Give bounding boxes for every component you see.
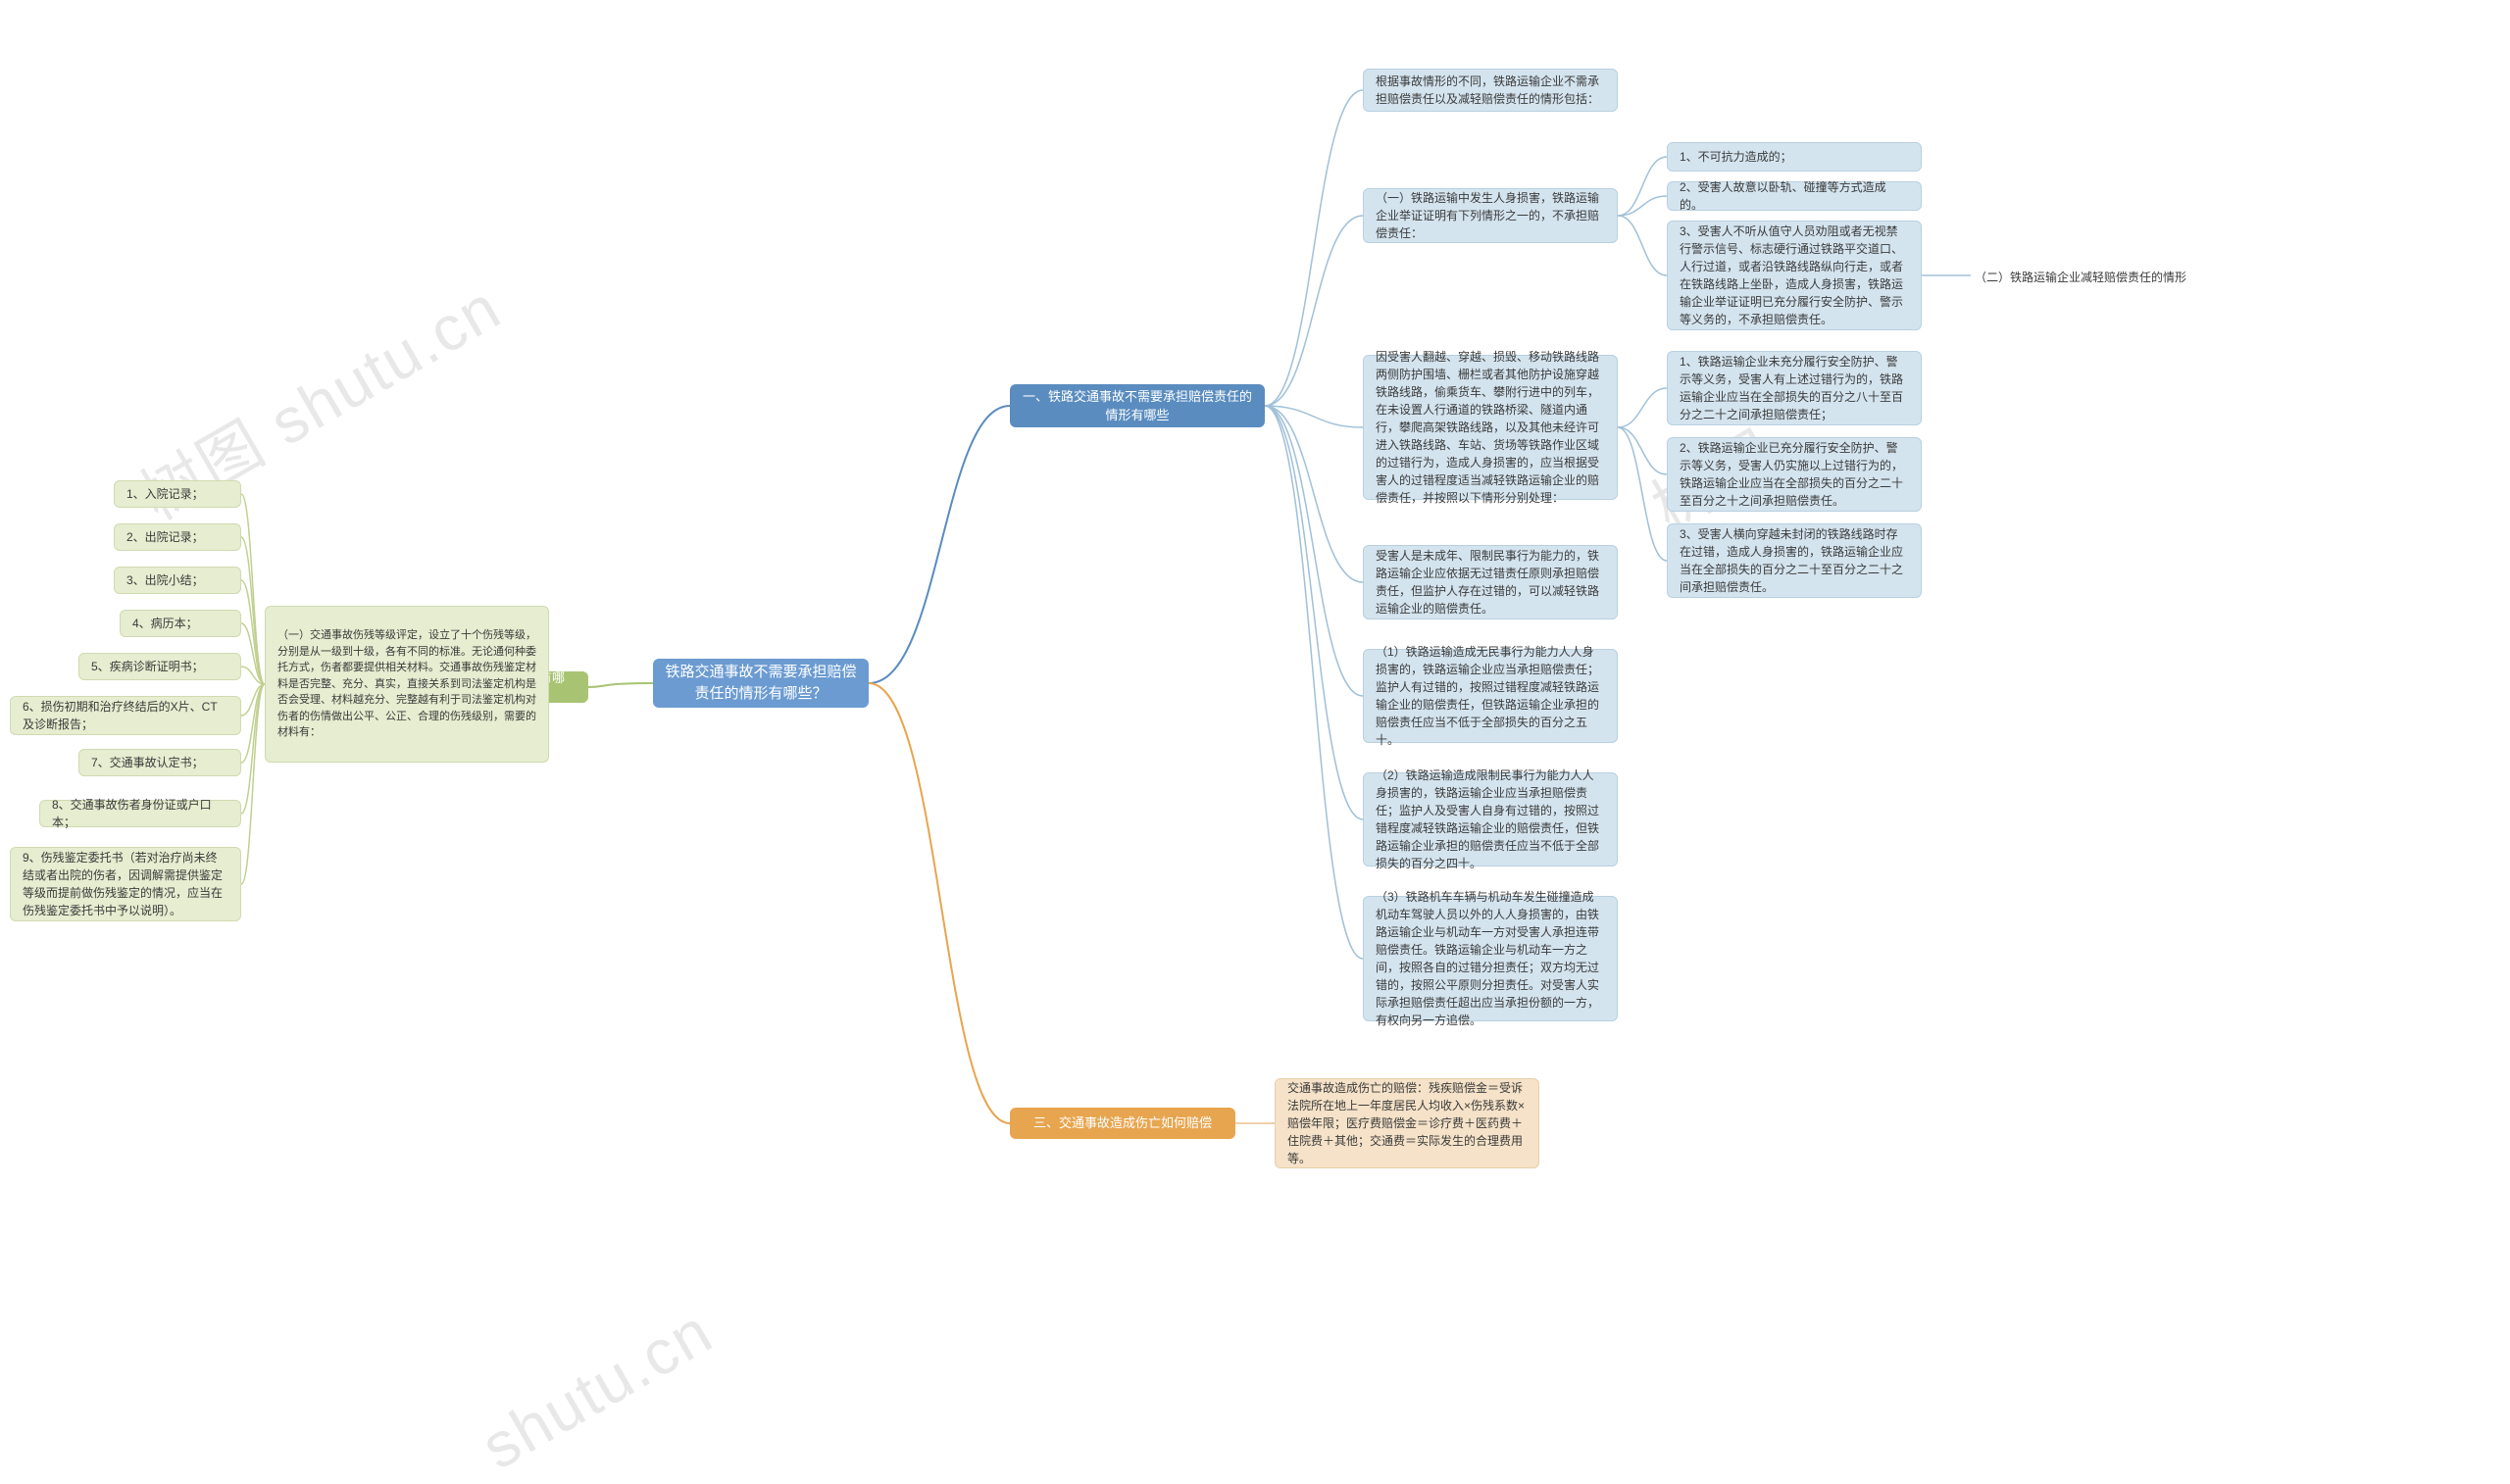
b1-child-2-1: 2、铁路运输企业已充分履行安全防护、警示等义务，受害人仍实施以上过错行为的，铁路…: [1667, 437, 1922, 512]
b1-child-3: 受害人是未成年、限制民事行为能力的，铁路运输企业应依据无过错责任原则承担赔偿责任…: [1363, 545, 1618, 619]
root-node: 铁路交通事故不需要承担赔偿责任的情形有哪些？: [653, 659, 869, 708]
b2-leaf-3: 4、病历本；: [120, 610, 241, 637]
b1-child-4: （1）铁路运输造成无民事行为能力人人身损害的，铁路运输企业应当承担赔偿责任；监护…: [1363, 649, 1618, 743]
b2-leaf-7: 8、交通事故伤者身份证或户口本；: [39, 800, 241, 827]
b1-child-1-1: 2、受害人故意以卧轨、碰撞等方式造成的。: [1667, 181, 1922, 211]
b1-child-5: （2）铁路运输造成限制民事行为能力人人身损害的，铁路运输企业应当承担赔偿责任；监…: [1363, 772, 1618, 866]
b2-leaf-0: 1、入院记录；: [114, 480, 241, 508]
watermark-2: shutu.cn: [470, 1294, 725, 1483]
b1-child-0: 根据事故情形的不同，铁路运输企业不需承担赔偿责任以及减轻赔偿责任的情形包括：: [1363, 69, 1618, 112]
b1-child-2-0: 1、铁路运输企业未充分履行安全防护、警示等义务，受害人有上述过错行为的，铁路运输…: [1667, 351, 1922, 425]
b1-child-1-2-side: （二）铁路运输企业减轻赔偿责任的情形: [1975, 269, 2186, 285]
b1-child-2-2: 3、受害人横向穿越未封闭的铁路线路时存在过错，造成人身损害的，铁路运输企业应当在…: [1667, 523, 1922, 598]
b2-leaf-8: 9、伤残鉴定委托书（若对治疗尚未终结或者出院的伤者，因调解需提供鉴定等级而提前做…: [10, 847, 241, 921]
b3-child: 交通事故造成伤亡的赔偿：残疾赔偿金＝受诉法院所在地上一年度居民人均收入×伤残系数…: [1275, 1078, 1539, 1168]
b2-child: （一）交通事故伤残等级评定，设立了十个伤残等级，分别是从一级到十级，各有不同的标…: [265, 606, 549, 763]
b1-child-2: 因受害人翻越、穿越、损毁、移动铁路线路两侧防护围墙、栅栏或者其他防护设施穿越铁路…: [1363, 355, 1618, 500]
b1-child-1-0: 1、不可抗力造成的；: [1667, 142, 1922, 172]
b2-leaf-4: 5、疾病诊断证明书；: [78, 653, 241, 680]
b1-child-1-2: 3、受害人不听从值守人员劝阻或者无视禁行警示信号、标志硬行通过铁路平交道口、人行…: [1667, 221, 1922, 330]
branch-1: 一、铁路交通事故不需要承担赔偿责任的情形有哪些: [1010, 384, 1265, 427]
branch-3: 三、交通事故造成伤亡如何赔偿: [1010, 1108, 1235, 1139]
b1-child-1: （一）铁路运输中发生人身损害，铁路运输企业举证证明有下列情形之一的，不承担赔偿责…: [1363, 188, 1618, 243]
b2-leaf-5: 6、损伤初期和治疗终结后的X片、CT及诊断报告；: [10, 696, 241, 735]
b2-leaf-6: 7、交通事故认定书；: [78, 749, 241, 776]
b2-leaf-1: 2、出院记录；: [114, 523, 241, 551]
b1-child-6: （3）铁路机车车辆与机动车发生碰撞造成机动车驾驶人员以外的人人身损害的，由铁路运…: [1363, 896, 1618, 1021]
b2-leaf-2: 3、出院小结；: [114, 567, 241, 594]
